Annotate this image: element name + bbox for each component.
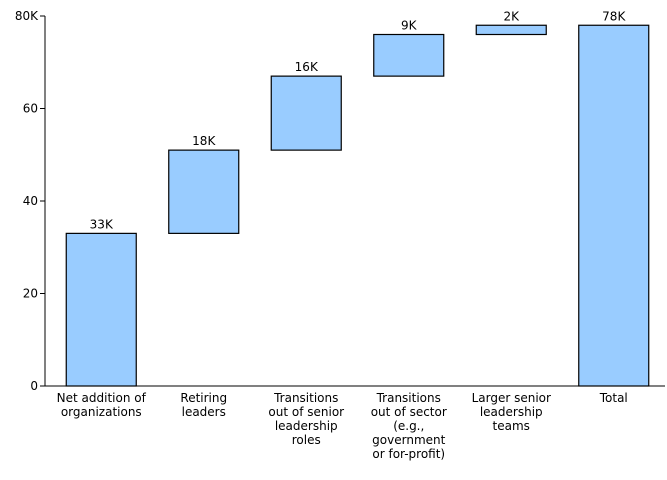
bar bbox=[168, 149, 240, 234]
y-tick-label: 80K bbox=[15, 9, 39, 23]
y-tick-label: 40 bbox=[23, 194, 38, 208]
x-tick-label: Transitions out of senior leadership roles bbox=[268, 391, 344, 447]
x-tick-label: Net addition of organizations bbox=[57, 391, 147, 419]
value-label: 18K bbox=[192, 134, 216, 148]
value-label: 78K bbox=[602, 9, 626, 23]
x-tick-label: Total bbox=[599, 391, 628, 405]
x-tick-label: Larger senior leadership teams bbox=[472, 391, 551, 433]
bar bbox=[475, 24, 547, 36]
value-label: 2K bbox=[503, 9, 520, 23]
bar bbox=[578, 24, 650, 387]
y-tick-label: 20 bbox=[23, 287, 38, 301]
y-tick-label: 60 bbox=[23, 102, 38, 116]
x-tick-label: Transitions out of sector (e.g., government… bbox=[371, 391, 447, 461]
x-tick-label: Retiring leaders bbox=[180, 391, 227, 419]
bar bbox=[65, 232, 137, 387]
bar bbox=[270, 75, 342, 151]
value-label: 9K bbox=[401, 19, 418, 33]
bar bbox=[373, 33, 445, 77]
y-tick-label: 0 bbox=[30, 379, 38, 393]
value-label: 16K bbox=[295, 60, 319, 74]
value-label: 33K bbox=[90, 217, 114, 231]
